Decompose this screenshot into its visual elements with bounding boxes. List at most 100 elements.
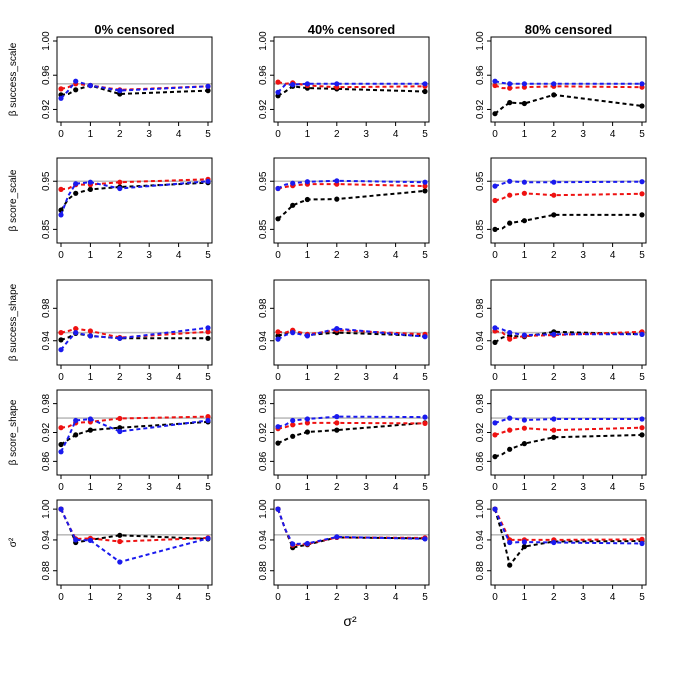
data-point-black [275, 440, 281, 446]
data-point-blue [117, 185, 123, 192]
data-point-red [117, 179, 123, 185]
x-tick-label: 0 [275, 250, 281, 261]
panel-frame [273, 157, 430, 244]
x-tick-label: 2 [117, 372, 123, 383]
y-tick-label: 0.98 [41, 393, 52, 413]
y-tick-label: 0.98 [258, 393, 269, 413]
x-tick-label: 0 [492, 129, 498, 140]
y-tick-label: 0.92 [41, 99, 52, 119]
column-title: 80% censored [525, 22, 612, 37]
data-point-blue [304, 540, 310, 547]
panel: 0 1 2 3 4 5 0.86 0.92 0.98 [41, 389, 213, 493]
data-point-red [304, 420, 310, 426]
y-tick-label: 0.92 [475, 99, 486, 119]
panel-frame [490, 157, 647, 244]
x-tick-label: 3 [146, 372, 152, 383]
y-tick-label: 0.95 [258, 171, 269, 191]
x-tick-label: 3 [580, 129, 586, 140]
data-point-blue [117, 335, 123, 341]
y-tick-label: 0.96 [475, 65, 486, 85]
panel: 0 1 2 3 4 5 0.88 0.94 1.00 [475, 499, 647, 603]
x-tick-label: 3 [580, 372, 586, 383]
x-tick-label: 3 [363, 592, 369, 603]
y-tick-label: 0.98 [475, 393, 486, 413]
data-point-black [275, 216, 281, 222]
data-point-blue [521, 179, 528, 185]
series-line-black [60, 181, 209, 211]
data-point-blue [117, 559, 123, 565]
series-line-black [494, 433, 643, 458]
series-line-blue [60, 180, 209, 216]
x-tick-label: 4 [393, 129, 399, 140]
series-line-red [60, 327, 209, 339]
x-tick-label: 1 [522, 372, 528, 383]
series-line-black [277, 421, 426, 445]
panel: 0 1 2 3 4 5 0.88 0.94 1.00 [41, 499, 213, 603]
x-tick-label: 2 [551, 592, 557, 603]
series-line-black [494, 93, 643, 115]
series-line-red [60, 178, 209, 191]
panel-frame [490, 389, 647, 476]
series-line-blue [494, 80, 642, 85]
data-point-blue [73, 330, 79, 336]
data-point-blue [304, 179, 310, 185]
x-tick-label: 3 [580, 592, 586, 603]
data-point-black [117, 532, 123, 538]
x-tick-label: 0 [275, 372, 281, 383]
data-point-black [521, 218, 528, 224]
y-tick-label: 0.86 [475, 451, 486, 471]
x-tick-label: 4 [610, 250, 616, 261]
x-tick-label: 3 [146, 482, 152, 493]
data-point-blue [551, 539, 557, 546]
data-point-red [551, 427, 557, 433]
panel: 0 1 2 3 4 5 0.92 0.96 1.00 [41, 31, 213, 140]
x-tick-label: 4 [393, 372, 399, 383]
y-tick-label: 0.92 [475, 422, 486, 442]
data-point-blue [492, 78, 498, 84]
data-point-red [507, 336, 513, 342]
series-line-red [60, 508, 209, 543]
data-point-blue [275, 185, 281, 192]
y-tick-label: 0.98 [258, 298, 269, 318]
data-point-blue [117, 428, 123, 435]
data-point-blue [507, 330, 513, 336]
data-point-blue [492, 325, 498, 331]
data-point-blue [87, 537, 93, 544]
data-point-blue [334, 534, 340, 540]
x-tick-label: 2 [334, 129, 340, 140]
data-point-blue [290, 180, 296, 186]
y-tick-label: 0.88 [475, 561, 486, 581]
panel: 0 1 2 3 4 5 0.85 0.95 [475, 157, 647, 261]
series-line-blue [277, 179, 426, 190]
data-point-red [507, 192, 513, 198]
data-point-blue [422, 334, 428, 340]
x-tick-label: 5 [422, 129, 428, 140]
data-point-red [521, 190, 528, 196]
data-point-blue [205, 178, 211, 184]
data-point-black [521, 100, 528, 107]
data-point-red [117, 538, 123, 545]
x-tick-label: 4 [393, 592, 399, 603]
x-tick-label: 5 [639, 372, 645, 383]
data-point-red [492, 432, 498, 438]
data-point-red [507, 85, 513, 91]
x-tick-label: 0 [275, 129, 281, 140]
data-point-black [551, 92, 557, 98]
data-point-blue [334, 326, 340, 332]
x-tick-label: 5 [205, 372, 211, 383]
y-tick-label: 0.92 [258, 99, 269, 119]
x-tick-label: 1 [305, 592, 311, 603]
data-point-blue [422, 536, 428, 542]
data-point-black [73, 432, 79, 438]
column-title: 40% censored [308, 22, 395, 37]
x-tick-label: 2 [551, 372, 557, 383]
panel: 0 1 2 3 4 5 0.86 0.92 0.98 [258, 389, 430, 493]
panel: 0 1 2 3 4 5 0.85 0.95 [258, 157, 430, 261]
y-tick-label: 1.00 [41, 499, 52, 519]
x-tick-label: 5 [205, 482, 211, 493]
x-tick-label: 5 [205, 129, 211, 140]
data-point-red [58, 425, 64, 431]
x-tick-label: 2 [551, 250, 557, 261]
data-point-blue [521, 81, 528, 87]
data-point-blue [334, 81, 340, 87]
